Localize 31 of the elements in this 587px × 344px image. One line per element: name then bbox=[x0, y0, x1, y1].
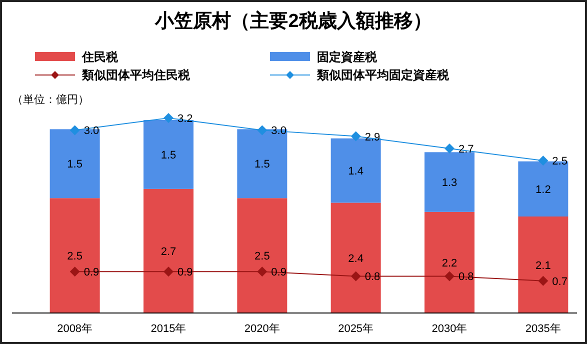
annotation: （単位：億円） bbox=[12, 94, 89, 106]
data-label: 2.5 bbox=[67, 250, 82, 263]
data-label: 2.2 bbox=[442, 257, 458, 270]
data-label: 0.9 bbox=[84, 266, 100, 279]
data-label: 0.8 bbox=[364, 271, 380, 284]
point bbox=[350, 131, 361, 142]
point bbox=[257, 125, 268, 136]
legend: 固定資産税 bbox=[317, 50, 377, 64]
title: 小笠原村（主要2税歳入額推移） bbox=[155, 11, 432, 32]
data-label: 2.1 bbox=[536, 260, 551, 272]
legend: 類似団体平均住民税 bbox=[82, 68, 190, 82]
legend: 類似団体平均固定資産税 bbox=[317, 68, 449, 82]
point bbox=[70, 125, 80, 136]
data-label: 1.5 bbox=[160, 149, 176, 162]
data-label: 1.4 bbox=[348, 166, 364, 178]
data-label: 1.3 bbox=[442, 177, 458, 190]
data-label: 1.2 bbox=[536, 184, 551, 196]
point bbox=[538, 156, 548, 166]
data-label: 1.5 bbox=[67, 158, 82, 171]
data-label: 1.5 bbox=[254, 158, 270, 171]
data-label: 0.9 bbox=[178, 266, 193, 279]
data-label: 0.8 bbox=[458, 271, 474, 284]
point bbox=[444, 143, 454, 154]
data-label: 3.0 bbox=[84, 125, 100, 138]
data-label: 0.7 bbox=[552, 276, 568, 288]
legend: 住民税 bbox=[82, 50, 118, 64]
data-label: 2.4 bbox=[348, 252, 364, 265]
data-label: 0.9 bbox=[271, 266, 286, 279]
point bbox=[164, 113, 174, 123]
data-label: 2.7 bbox=[160, 246, 176, 258]
data-label: 2.5 bbox=[254, 250, 270, 263]
